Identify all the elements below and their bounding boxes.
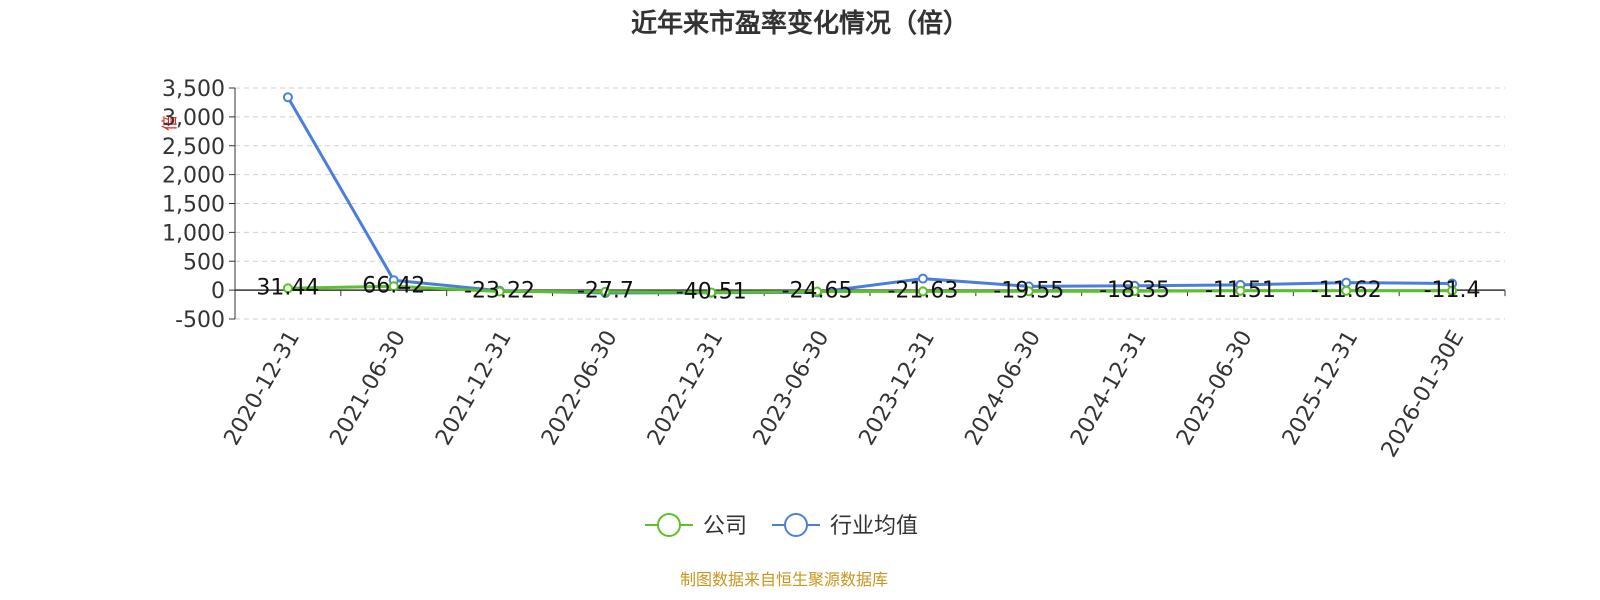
y-tick-label: 500 — [183, 250, 225, 275]
x-tick-label: 2026-01-30E — [1377, 327, 1470, 462]
data-labels: 31.44 66.42 -23.22 -27.7 -40.51 -24.65 -21.63 -… — [256, 273, 1480, 304]
series-lines — [286, 96, 1453, 295]
data-label: -24.65 — [782, 279, 853, 304]
x-tick-label: 2023-06-30 — [749, 327, 835, 450]
data-point — [600, 286, 611, 297]
legend-item-1: 行业均值 — [772, 513, 918, 539]
y-tick-label: 3,000 — [162, 106, 225, 131]
series-line-0 — [287, 284, 1453, 294]
legend: 公司 行业均值 — [645, 513, 918, 539]
data-point — [1341, 285, 1352, 296]
data-label: -23.22 — [464, 278, 535, 303]
grid-lines — [235, 87, 1505, 320]
series-line-1 — [286, 96, 1453, 295]
series-points — [282, 92, 1458, 299]
data-point — [1235, 285, 1246, 296]
y-tick-label: 3,500 — [162, 77, 225, 102]
y-tick-label: 1,500 — [162, 193, 225, 218]
data-point — [494, 286, 505, 297]
y-axis-label: 倍 — [160, 115, 179, 131]
source-note: 制图数据来自恒生聚源数据库 — [680, 570, 888, 589]
data-label: -19.55 — [993, 278, 1064, 303]
x-tick-label: 2025-12-31 — [1278, 327, 1364, 450]
data-point — [1447, 285, 1458, 296]
data-label: -11.51 — [1205, 278, 1276, 303]
y-tick-label: 2,500 — [162, 135, 225, 160]
x-tick-labels: 2020-12-31 2021-06-30 2021-12-31 2022-06-30… — [220, 327, 1470, 462]
data-point — [706, 287, 717, 298]
x-tick-label: 2024-06-30 — [960, 327, 1046, 450]
x-tick-label: 2021-06-30 — [325, 327, 411, 450]
x-tick-label: 2022-06-30 — [537, 327, 623, 450]
data-label: -40.51 — [676, 279, 747, 304]
legend-item-0: 公司 — [645, 513, 747, 539]
data-point — [388, 281, 399, 292]
data-label: 66.42 — [362, 273, 425, 298]
data-point — [282, 283, 293, 294]
data-label: -27.7 — [577, 279, 634, 304]
x-tick-label: 2023-12-31 — [855, 327, 941, 450]
y-tick-label: 2,000 — [162, 164, 225, 189]
data-point — [282, 92, 293, 103]
x-tick-label: 2025-06-30 — [1172, 327, 1258, 450]
legend-marker — [784, 513, 808, 537]
x-tick-label: 2021-12-31 — [431, 327, 517, 450]
legend-label: 公司 — [703, 514, 747, 539]
data-label: -11.62 — [1311, 278, 1382, 303]
data-point — [917, 273, 928, 284]
data-label: -21.63 — [887, 278, 958, 303]
data-point — [917, 286, 928, 297]
data-label: 31.44 — [256, 275, 319, 300]
chart-title: 近年来市盈率变化情况（倍） — [631, 8, 969, 39]
x-tick-label: 2020-12-31 — [220, 327, 306, 450]
data-label: -18.35 — [1099, 278, 1170, 303]
y-tick-label: -500 — [175, 308, 225, 333]
data-point — [1023, 286, 1034, 297]
data-label: -11.4 — [1424, 278, 1481, 303]
legend-label: 行业均值 — [830, 514, 918, 539]
data-point — [1129, 286, 1140, 297]
y-tick-label: 0 — [211, 279, 225, 304]
x-tick-label: 2024-12-31 — [1066, 327, 1152, 450]
y-tick-label: 1,000 — [162, 221, 225, 246]
y-tick-labels: 3,500 3,000 2,500 2,000 1,500 1,000 500 0 -500 — [162, 77, 225, 333]
data-point — [812, 286, 823, 297]
legend-marker — [657, 513, 681, 537]
x-tick-label: 2022-12-31 — [643, 327, 729, 450]
